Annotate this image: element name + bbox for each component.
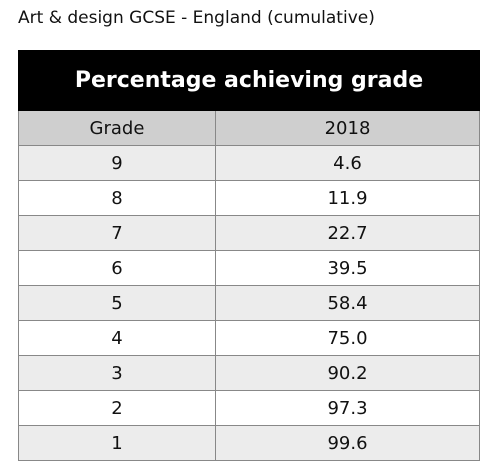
table-cell: 7: [18, 215, 216, 251]
table-cell: 75.0: [215, 320, 480, 356]
table-row: 2 97.3: [18, 390, 480, 426]
column-header: 2018: [215, 110, 480, 146]
column-header: Grade: [18, 110, 216, 146]
table-cell: 5: [18, 285, 216, 321]
table-cell: 9: [18, 145, 216, 181]
table-row: 9 4.6: [18, 145, 480, 181]
table-cell: 58.4: [215, 285, 480, 321]
page-title: Art & design GCSE - England (cumulative): [18, 8, 375, 28]
table-cell: 1: [18, 425, 216, 461]
table-cell: 22.7: [215, 215, 480, 251]
table-row: 4 75.0: [18, 320, 480, 356]
table-caption: Percentage achieving grade: [18, 50, 480, 111]
table-row: 8 11.9: [18, 180, 480, 216]
table-cell: 3: [18, 355, 216, 391]
table-cell: 99.6: [215, 425, 480, 461]
table-row: 5 58.4: [18, 285, 480, 321]
table-row: 3 90.2: [18, 355, 480, 391]
table-row: 7 22.7: [18, 215, 480, 251]
table-cell: 4: [18, 320, 216, 356]
table-row: 6 39.5: [18, 250, 480, 286]
table-cell: 4.6: [215, 145, 480, 181]
table-cell: 39.5: [215, 250, 480, 286]
table-row: 1 99.6: [18, 425, 480, 461]
table-cell: 8: [18, 180, 216, 216]
table-cell: 97.3: [215, 390, 480, 426]
table: Percentage achieving grade Grade 2018 9 4.6…: [18, 50, 480, 461]
table-cell: 2: [18, 390, 216, 426]
table-cell: 11.9: [215, 180, 480, 216]
table-cell: 6: [18, 250, 216, 286]
table-cell: 90.2: [215, 355, 480, 391]
column-header-row: Grade 2018: [18, 110, 480, 146]
